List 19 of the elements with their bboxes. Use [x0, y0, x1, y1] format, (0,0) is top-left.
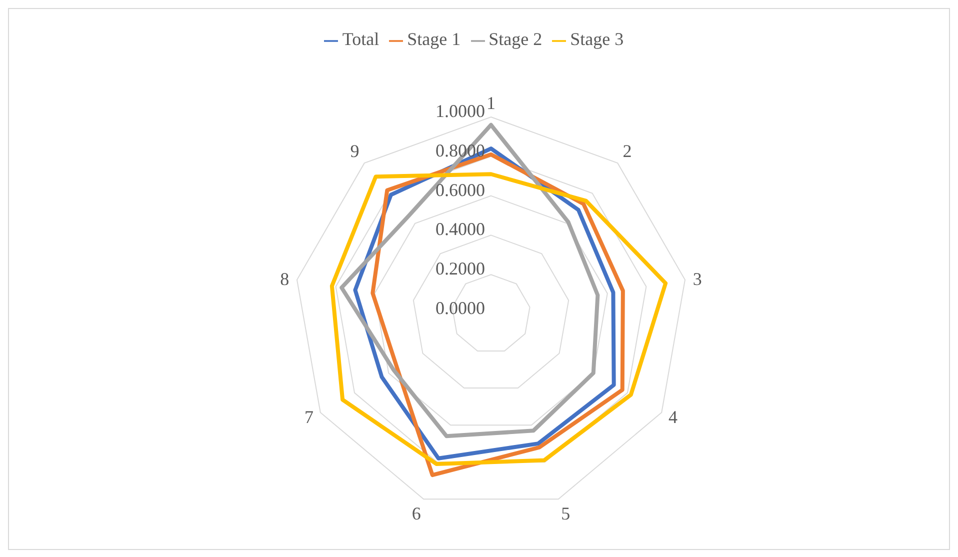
spoke-label: 6: [412, 503, 421, 524]
y-tick-label: 0.6000: [436, 180, 485, 200]
y-tick-label: 0.8000: [436, 140, 485, 160]
spoke-label: 8: [280, 268, 290, 289]
y-tick-label: 0.4000: [436, 219, 485, 240]
y-tick-label: 0.2000: [436, 258, 485, 279]
spoke-label: 1: [486, 93, 496, 113]
spoke-label: 4: [668, 406, 678, 427]
y-tick-label: 0.0000: [436, 298, 485, 318]
spoke-label: 5: [561, 503, 570, 524]
spoke-label: 2: [622, 140, 632, 161]
legend-label: Total: [342, 29, 380, 49]
spoke-label: 9: [350, 140, 360, 161]
legend-label: Stage 3: [570, 29, 624, 49]
spoke-label: 7: [304, 406, 314, 427]
y-tick-label: 1.0000: [436, 101, 485, 121]
legend-label: Stage 1: [407, 29, 461, 49]
spoke-label: 3: [692, 268, 702, 289]
legend-label: Stage 2: [488, 29, 542, 49]
